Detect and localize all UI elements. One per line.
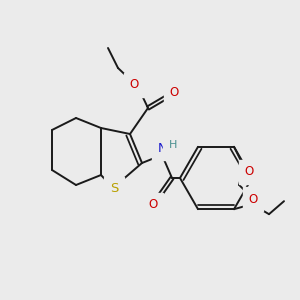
Text: N: N [157, 142, 167, 154]
Text: S: S [110, 182, 118, 196]
Text: O: O [248, 193, 258, 206]
Text: O: O [244, 165, 253, 178]
Text: H: H [169, 140, 177, 150]
Text: O: O [129, 79, 139, 92]
Text: O: O [148, 199, 158, 212]
Text: O: O [169, 86, 178, 100]
